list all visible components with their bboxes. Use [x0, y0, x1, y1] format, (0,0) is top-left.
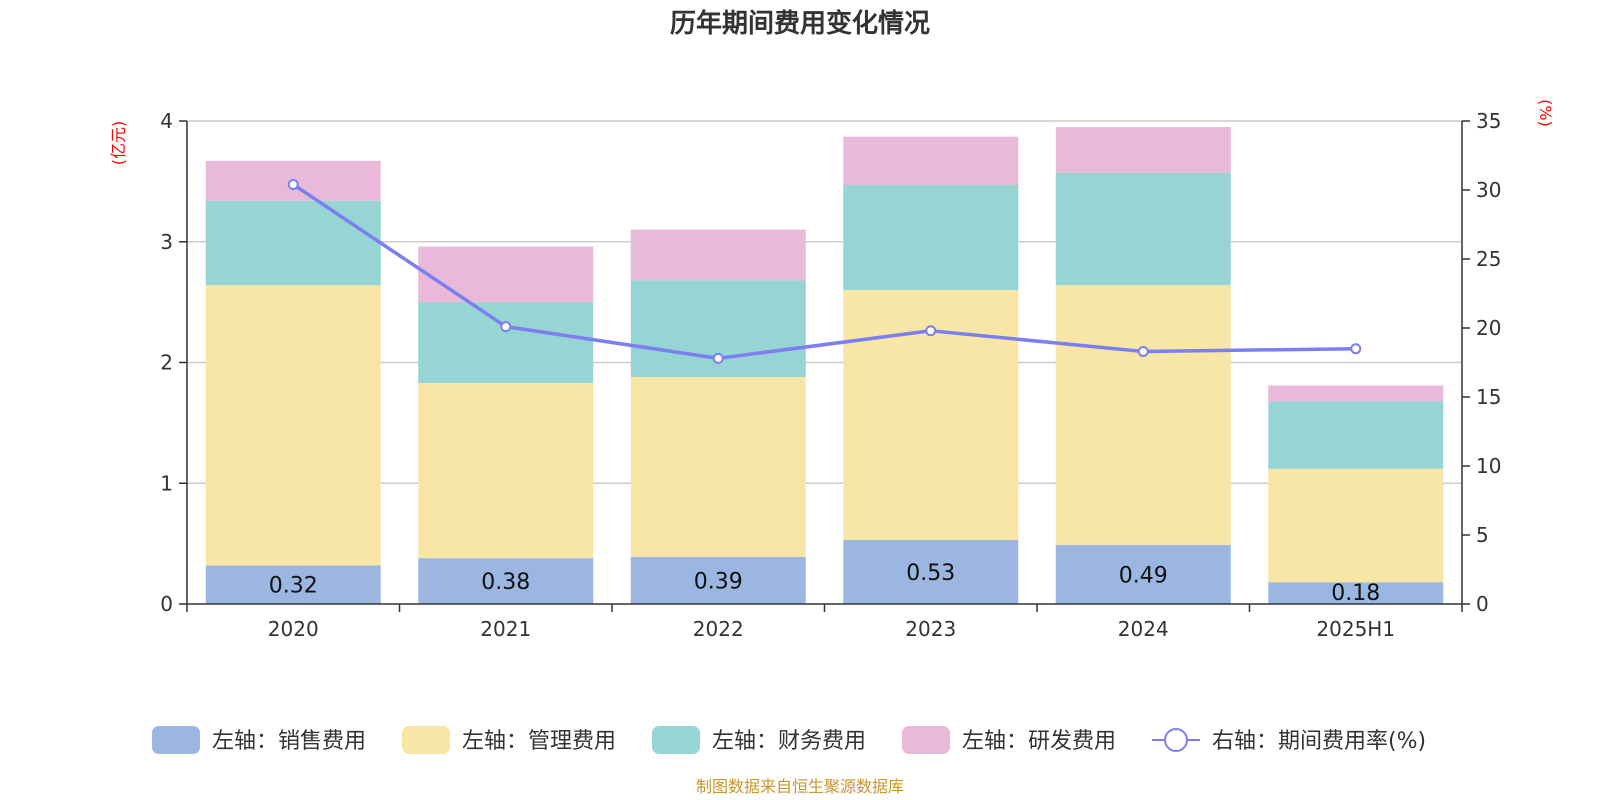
left-tick-label: 0	[160, 592, 173, 616]
right-tick-label: 30	[1476, 178, 1501, 202]
bar-data-label: 0.38	[481, 570, 530, 595]
rate-point	[712, 352, 724, 364]
bar-data-label: 0.18	[1331, 581, 1380, 606]
bar-segment	[1055, 285, 1231, 545]
bar-segment	[1268, 401, 1444, 469]
legend: 左轴：销售费用 左轴：管理费用 左轴：财务费用 左轴：研发费用 右轴：期间费用率(%)	[152, 726, 1426, 754]
right-axis-unit: (%)	[1536, 99, 1555, 127]
x-tick-label: 2020	[268, 617, 319, 641]
bar-data-label: 0.32	[269, 574, 318, 599]
bar-segment	[843, 540, 1019, 604]
x-tick-label: 2025H1	[1316, 617, 1395, 641]
bar-segment	[1268, 385, 1444, 402]
legend-label: 左轴：管理费用	[462, 729, 616, 754]
right-tick-label: 10	[1476, 454, 1501, 478]
x-tick-label: 2024	[1118, 617, 1169, 641]
rate-point	[287, 178, 299, 190]
bar-segment	[1268, 582, 1444, 604]
legend-swatch	[902, 726, 950, 754]
bar-segment	[418, 246, 594, 303]
bar-segment	[1055, 127, 1231, 173]
right-tick-label: 35	[1476, 109, 1501, 133]
bar-segment	[843, 136, 1019, 185]
left-axis-unit: (亿元)	[109, 121, 128, 166]
rate-point	[1350, 343, 1362, 355]
right-tick-label: 15	[1476, 385, 1501, 409]
bar-segment	[1055, 172, 1231, 286]
bar-segment	[1055, 544, 1231, 604]
legend-label: 左轴：销售费用	[212, 729, 366, 754]
bar-segment	[205, 285, 381, 566]
right-tick-label: 25	[1476, 247, 1501, 271]
bar-data-label: 0.53	[906, 561, 955, 586]
bar-segment	[205, 565, 381, 604]
bar-segment	[205, 200, 381, 286]
legend-swatch	[402, 726, 450, 754]
bar-segment	[1268, 468, 1444, 583]
bar-data-label: 0.49	[1119, 563, 1168, 588]
source-note: 制图数据来自恒生聚源数据库	[696, 777, 904, 796]
rate-point	[925, 325, 937, 337]
axes: 0 1 2 3 4 0 5 10 15 20 25 30 35 2020 2021 2022 2023 2024 2…	[160, 109, 1501, 641]
right-tick-label: 0	[1476, 592, 1489, 616]
legend-marker	[1164, 728, 1188, 752]
left-tick-label: 2	[160, 351, 173, 375]
rate-point	[1137, 345, 1149, 357]
x-tick-label: 2022	[693, 617, 744, 641]
rate-point	[500, 321, 512, 333]
gridlines	[187, 120, 1462, 484]
left-tick-label: 1	[160, 471, 173, 495]
chart-title: 历年期间费用变化情况	[670, 8, 930, 39]
legend-label: 左轴：研发费用	[962, 729, 1116, 754]
right-tick-label: 5	[1476, 523, 1489, 547]
rate-line-group	[287, 178, 1362, 364]
rate-line	[292, 183, 1356, 361]
x-tick-label: 2023	[905, 617, 956, 641]
left-tick-label: 3	[160, 230, 173, 254]
bar-group: 0.32 0.38 0.39 0.53 0.49 0.18	[205, 127, 1444, 606]
bar-segment	[418, 302, 594, 384]
bar-segment	[630, 556, 806, 604]
bar-data-label: 0.39	[694, 569, 743, 594]
legend-label: 右轴：期间费用率(%)	[1212, 729, 1426, 754]
legend-swatch	[152, 726, 200, 754]
bar-segment	[418, 383, 594, 559]
bar-segment	[843, 184, 1019, 291]
x-tick-label: 2021	[480, 617, 531, 641]
bar-segment	[418, 558, 594, 604]
bar-segment	[630, 229, 806, 281]
legend-label: 左轴：财务费用	[712, 729, 866, 754]
bar-segment	[630, 376, 806, 557]
left-tick-label: 4	[160, 109, 173, 133]
right-tick-label: 20	[1476, 316, 1501, 340]
legend-swatch	[652, 726, 700, 754]
